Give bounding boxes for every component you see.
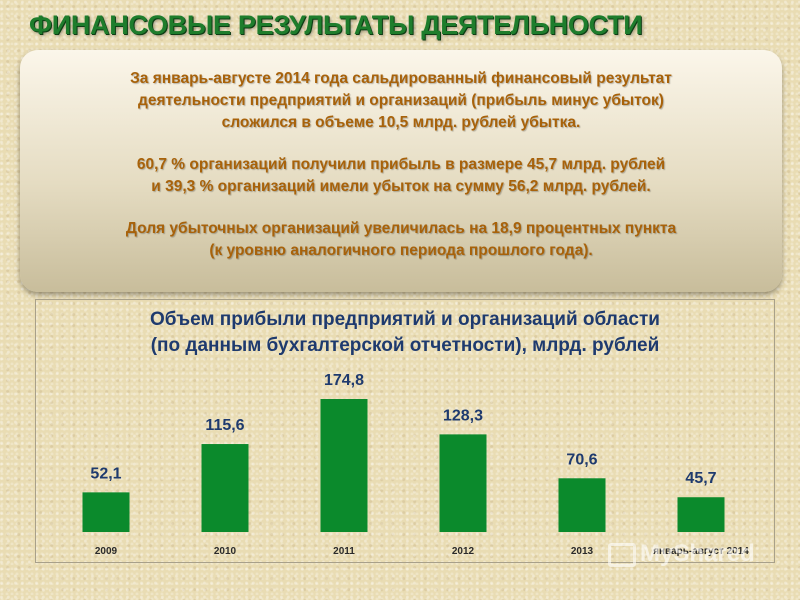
bar-2012 [439, 434, 487, 532]
summary-paragraph-3: Доля убыточных организаций увеличилась н… [20, 218, 782, 262]
chart-title-line: Объем прибыли предприятий и организаций … [150, 309, 660, 330]
summary-box: За январь-августе 2014 года сальдированн… [20, 50, 782, 292]
summary-line: 60,7 % организаций получили прибыль в ра… [136, 156, 666, 173]
bar-2010 [201, 444, 249, 532]
x-tick-label: январь-август 2014 [653, 546, 749, 557]
data-label: 52,1 [90, 465, 121, 482]
chart-panel [35, 299, 775, 563]
summary-paragraph-2: 60,7 % организаций получили прибыль в ра… [20, 154, 782, 198]
x-tick-label: 2011 [333, 546, 355, 557]
data-label: 45,7 [685, 470, 716, 487]
chart-title-line: (по данным бухгалтерской отчетности), мл… [150, 335, 660, 356]
watermark-icon [608, 542, 636, 567]
summary-line: деятельности предприятий и организаций (… [138, 92, 664, 109]
data-label: 115,6 [205, 417, 244, 434]
watermark-text: MyShared [640, 540, 755, 567]
bar-январь-август 2014 [677, 497, 725, 532]
summary-line: сложился в объеме 10,5 млрд. рублей убыт… [221, 114, 581, 131]
summary-line: (к уровню аналогичного периода прошлого … [209, 242, 593, 259]
data-label: 174,8 [324, 372, 364, 389]
data-label: 70,6 [566, 451, 597, 468]
summary-line: Доля убыточных организаций увеличилась н… [125, 220, 677, 237]
chart-title: Объем прибыли предприятий и организаций … [35, 307, 775, 359]
bar-2011 [320, 399, 368, 532]
bar-2009 [82, 492, 130, 532]
x-tick-label: 2013 [571, 546, 594, 557]
data-label: 128,3 [443, 407, 483, 424]
x-tick-label: 2010 [214, 546, 237, 557]
bar-2013 [558, 478, 606, 532]
x-tick-label: 2009 [95, 546, 118, 557]
summary-line: За январь-августе 2014 года сальдированн… [130, 70, 672, 87]
watermark: MyShared [608, 540, 755, 568]
summary-paragraph-1: За январь-августе 2014 года сальдированн… [20, 68, 782, 134]
page-title: ФИНАНСОВЫЕ РЕЗУЛЬТАТЫ ДЕЯТЕЛЬНОСТИ [29, 10, 643, 40]
x-tick-label: 2012 [452, 546, 475, 557]
summary-line: и 39,3 % организаций имели убыток на сум… [151, 178, 651, 195]
